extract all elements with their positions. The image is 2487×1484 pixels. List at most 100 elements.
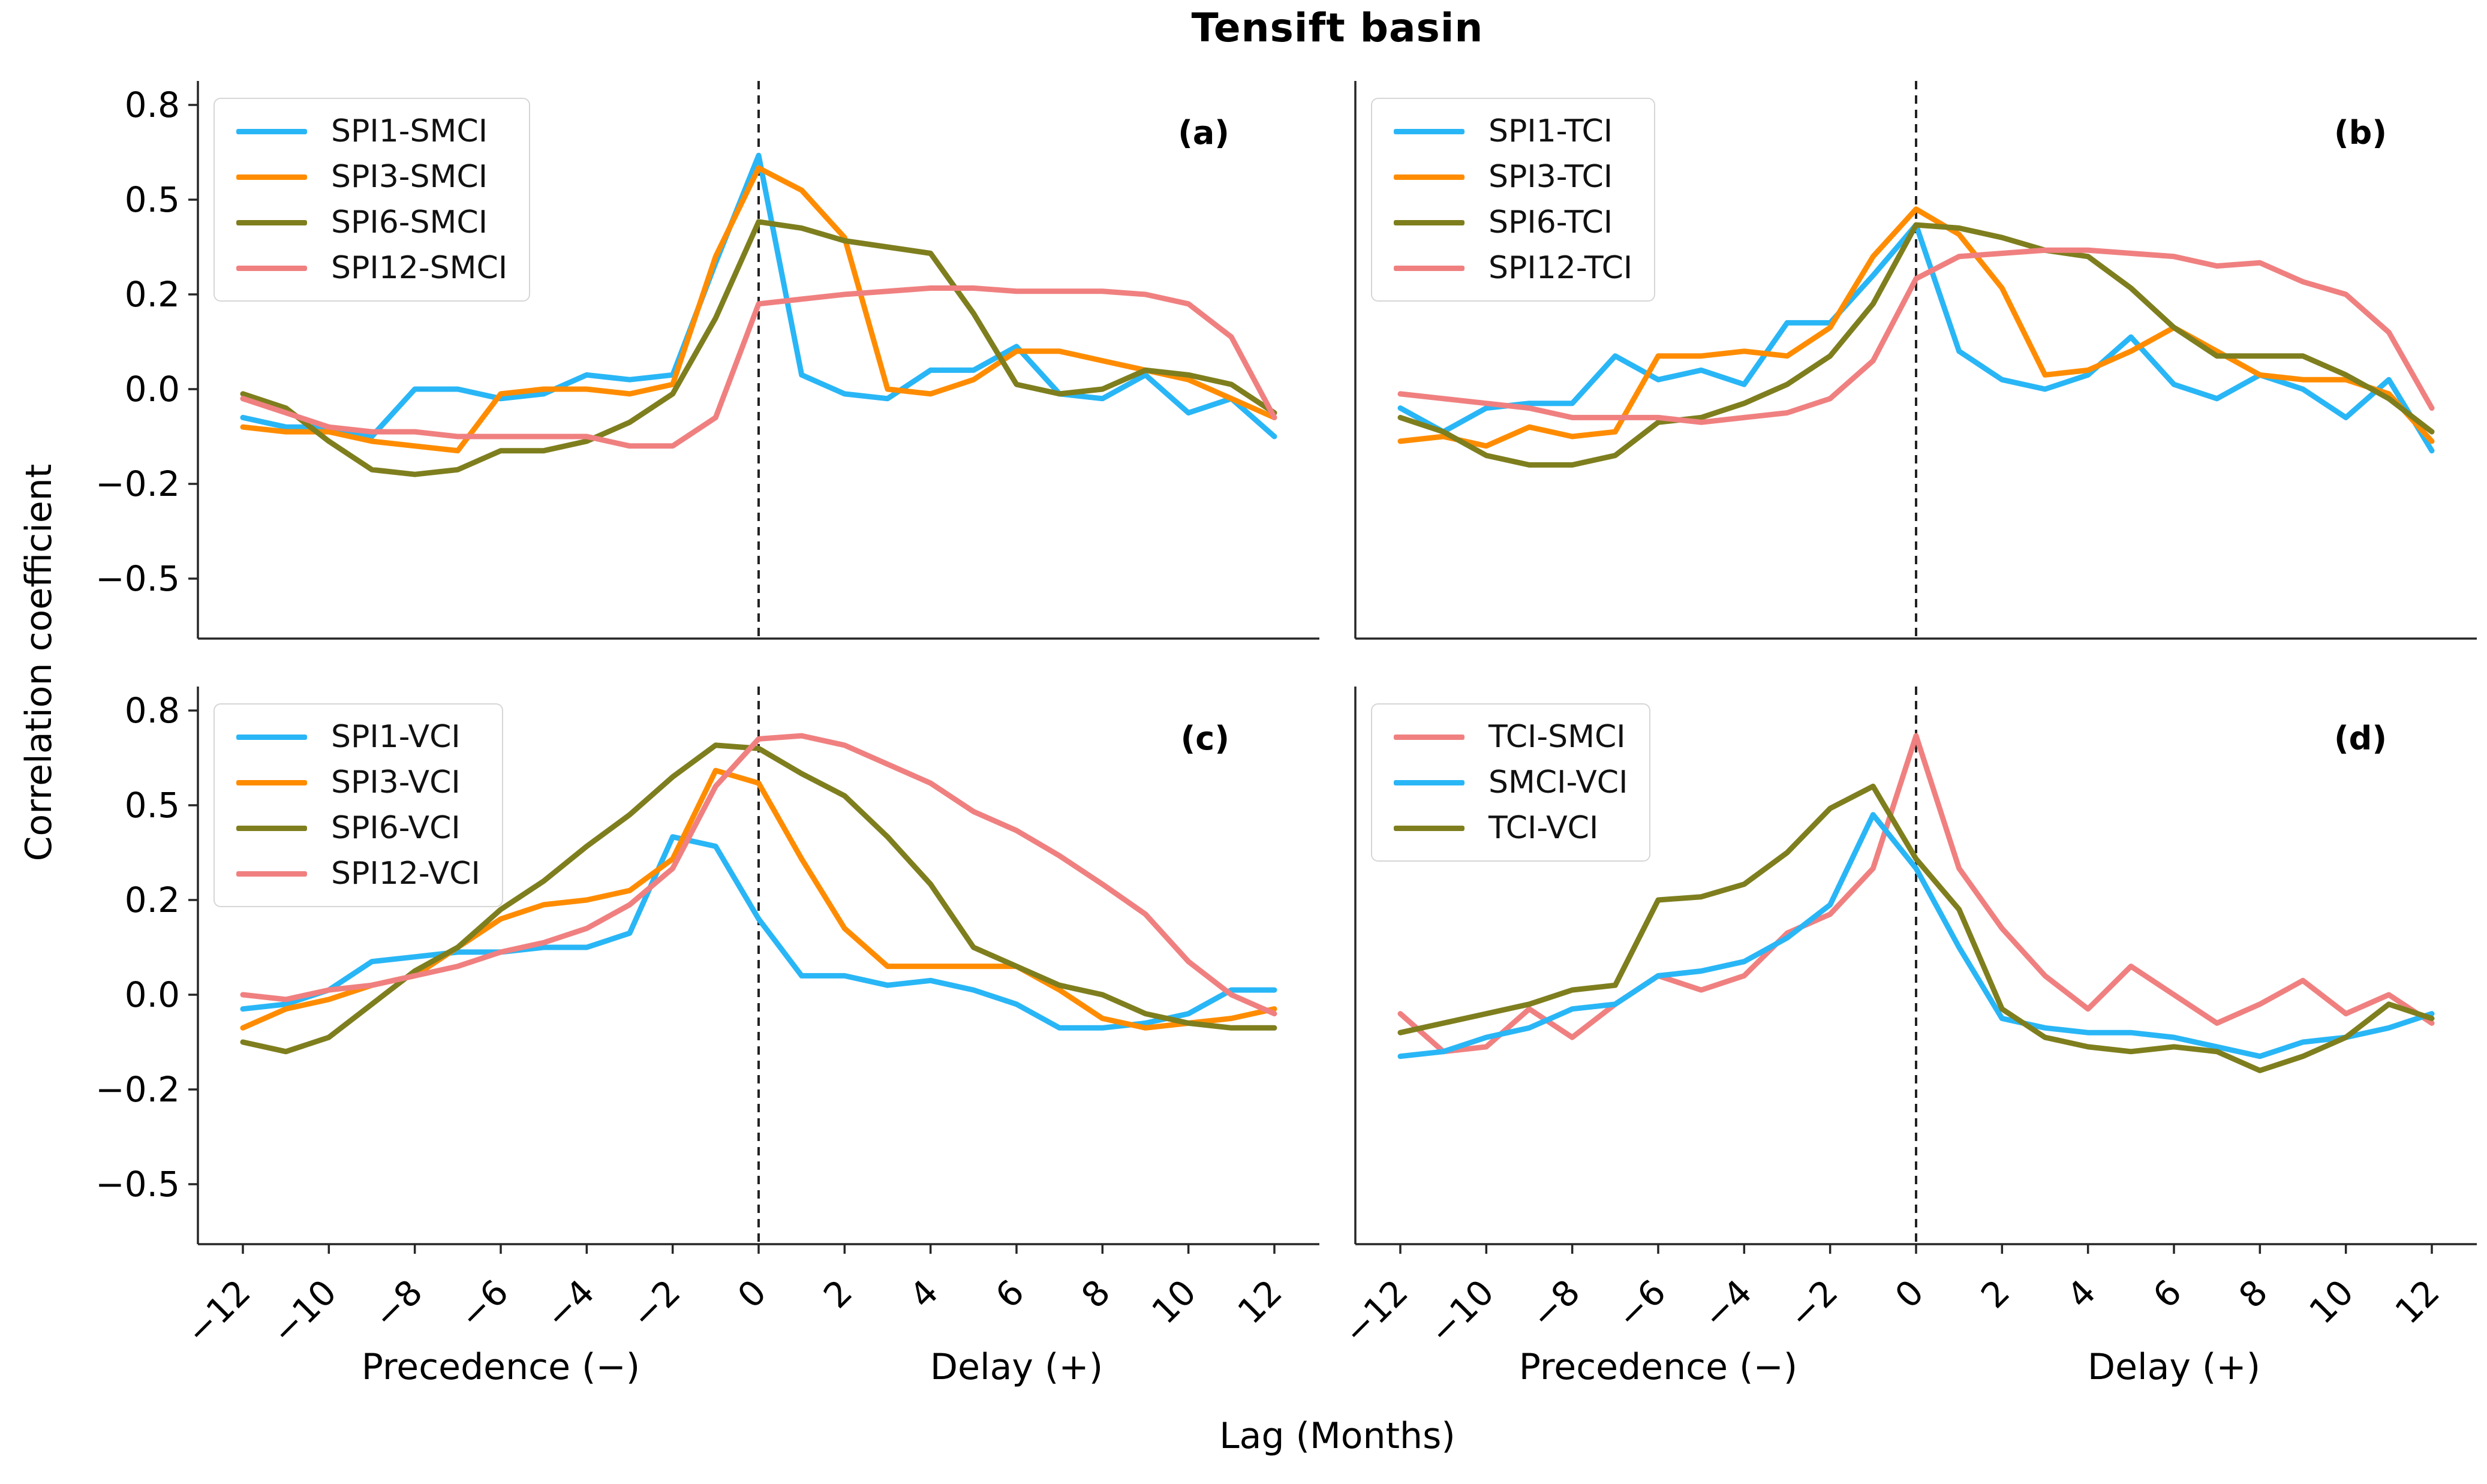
x-tick-label: 8	[1073, 1272, 1118, 1316]
legend-line-swatch-icon	[236, 265, 307, 271]
x-tick-label: −4	[537, 1272, 603, 1337]
legend-label: TCI-VCI	[1488, 810, 1599, 846]
x-axis-label: Lag (Months)	[1219, 1415, 1455, 1457]
legend-line-swatch-icon	[236, 825, 307, 831]
chart-canvas-c: 0.8 0.5 0.2 0.0 −0.2 −0.5 −12 −10 −8 −6 −4 −2 0 2 4 6 8 1…	[95, 687, 1319, 1353]
x-tick-label: 6	[988, 1272, 1032, 1316]
precedence-caption-left: Precedence (−)	[361, 1346, 640, 1388]
y-axis-label: Correlation coefficient	[18, 463, 60, 862]
x-tick-label: −12	[178, 1272, 258, 1353]
legend-label: SPI1-TCI	[1488, 113, 1613, 149]
series-line-TCI-SMCI	[1397, 733, 2435, 1055]
chart-canvas-a: 0.8 0.5 0.2 0.0 −0.2 −0.5	[95, 81, 1319, 640]
legend-line-swatch-icon	[236, 128, 307, 134]
x-tick-label: 10	[2301, 1272, 2361, 1332]
legend-label: SPI1-VCI	[331, 719, 461, 755]
y-tick-label: −0.5	[95, 1164, 180, 1205]
x-tick-label: 4	[901, 1272, 946, 1316]
legend-line-swatch-icon	[1394, 779, 1464, 785]
legend-line-swatch-icon	[236, 174, 307, 180]
legend-label: SPI12-VCI	[331, 856, 480, 892]
chart-canvas-b	[1354, 81, 2477, 640]
x-tick-label: −2	[623, 1272, 688, 1337]
x-tick-label: 4	[2059, 1272, 2103, 1316]
legend-item-SPI12-TCI: SPI12-TCI	[1394, 250, 1632, 286]
panel-d: −12 −10 −8 −6 −4 −2 0 2 4 6 8 10 12 (d) TCI-SMCI SMCI…	[1335, 687, 2477, 1352]
legend-label: SPI3-TCI	[1488, 159, 1613, 195]
legend-line-swatch-icon	[1394, 265, 1464, 271]
legend-line-swatch-icon	[1394, 825, 1464, 831]
legend-line-swatch-icon	[236, 219, 307, 225]
legend-b: SPI1-TCI SPI3-TCI SPI6-TCI SPI12-TCI	[1371, 98, 1656, 302]
chart-canvas-d: −12 −10 −8 −6 −4 −2 0 2 4 6 8 10 12	[1335, 687, 2477, 1353]
legend-label: TCI-SMCI	[1488, 719, 1626, 755]
x-tick-label: 0	[1887, 1272, 1932, 1316]
y-tick-label: 0.2	[125, 274, 180, 315]
legend-item-SPI1-TCI: SPI1-TCI	[1394, 113, 1632, 149]
x-tick-label: −8	[1523, 1272, 1588, 1337]
series-line-SPI3-TCI	[1397, 206, 2435, 449]
legend-label: SPI12-TCI	[1488, 250, 1633, 286]
x-tick-label: 8	[2231, 1272, 2275, 1316]
legend-label: SPI12-SMCI	[331, 250, 508, 286]
x-tick-label: 10	[1144, 1272, 1204, 1332]
legend-item-SMCI-VCI: SMCI-VCI	[1394, 764, 1628, 800]
x-tick-label: −6	[451, 1272, 516, 1337]
legend-label: SMCI-VCI	[1488, 764, 1628, 800]
precedence-caption-right: Precedence (−)	[1518, 1346, 1798, 1388]
series-line-TCI-VCI	[1397, 783, 2435, 1073]
series-line-SPI3-SMCI	[240, 165, 1277, 454]
legend-item-SPI3-SMCI: SPI3-SMCI	[236, 159, 507, 195]
x-tick-label: −10	[1421, 1272, 1502, 1353]
x-tick-label: −12	[1335, 1272, 1416, 1353]
series-line-SPI12-TCI	[1397, 247, 2435, 425]
legend-d: TCI-SMCI SMCI-VCI TCI-VCI	[1371, 703, 1651, 862]
y-tick-label: 0.5	[125, 179, 180, 220]
legend-line-swatch-icon	[1394, 734, 1464, 740]
panel-letter-b: (b)	[2333, 114, 2387, 152]
legend-label: SPI3-SMCI	[331, 159, 488, 195]
x-tick-label: −4	[1695, 1272, 1760, 1337]
series-line-SPI6-VCI	[240, 742, 1277, 1055]
y-tick-label: 0.8	[125, 690, 180, 731]
legend-label: SPI6-TCI	[1488, 204, 1613, 240]
series-line-SPI6-SMCI	[240, 219, 1277, 477]
legend-line-swatch-icon	[1394, 174, 1464, 180]
legend-item-SPI3-TCI: SPI3-TCI	[1394, 159, 1632, 195]
x-tick-label: 12	[2387, 1272, 2447, 1332]
delay-caption-left: Delay (+)	[930, 1346, 1103, 1388]
x-tick-label: 2	[1973, 1272, 2017, 1316]
series-line-SPI1-VCI	[240, 834, 1277, 1031]
x-tick-label: 0	[730, 1272, 774, 1316]
legend-item-SPI6-TCI: SPI6-TCI	[1394, 204, 1632, 240]
series-line-SPI12-SMCI	[240, 285, 1277, 449]
series-line-SPI1-SMCI	[240, 152, 1277, 440]
x-tick-label: 2	[816, 1272, 860, 1316]
legend-c: SPI1-VCI SPI3-VCI SPI6-VCI SPI12-VCI	[213, 703, 503, 907]
panel-letter-c: (c)	[1180, 720, 1229, 757]
legend-item-SPI3-VCI: SPI3-VCI	[236, 764, 480, 800]
legend-line-swatch-icon	[236, 871, 307, 877]
y-tick-label: 0.2	[125, 880, 180, 920]
x-tick-label: −8	[365, 1272, 431, 1337]
legend-item-SPI6-VCI: SPI6-VCI	[236, 810, 480, 846]
legend-line-swatch-icon	[1394, 219, 1464, 225]
y-tick-label: 0.8	[125, 85, 180, 125]
y-tick-label: −0.5	[95, 558, 180, 599]
panel-letter-d: (d)	[2333, 720, 2387, 757]
legend-line-swatch-icon	[1394, 128, 1464, 134]
legend-item-TCI-VCI: TCI-VCI	[1394, 810, 1628, 846]
panel-b: (b) SPI1-TCI SPI3-TCI SPI6-TCI SPI12-TCI	[1354, 81, 2477, 640]
panel-c: 0.8 0.5 0.2 0.0 −0.2 −0.5 −12 −10 −8 −6 −4 −2 0 2 4 6 8 1…	[95, 687, 1319, 1352]
legend-a: SPI1-SMCI SPI3-SMCI SPI6-SMCI SPI12-SMCI	[213, 98, 531, 302]
x-tick-label: −10	[264, 1272, 345, 1353]
legend-label: SPI6-SMCI	[331, 204, 488, 240]
panel-letter-a: (a)	[1178, 114, 1229, 152]
legend-item-SPI1-VCI: SPI1-VCI	[236, 719, 480, 755]
legend-item-SPI1-SMCI: SPI1-SMCI	[236, 113, 507, 149]
y-tick-label: 0.0	[125, 369, 180, 410]
x-tick-label: −2	[1781, 1272, 1846, 1337]
legend-label: SPI1-SMCI	[331, 113, 488, 149]
page-title: Tensift basin	[1191, 5, 1484, 51]
